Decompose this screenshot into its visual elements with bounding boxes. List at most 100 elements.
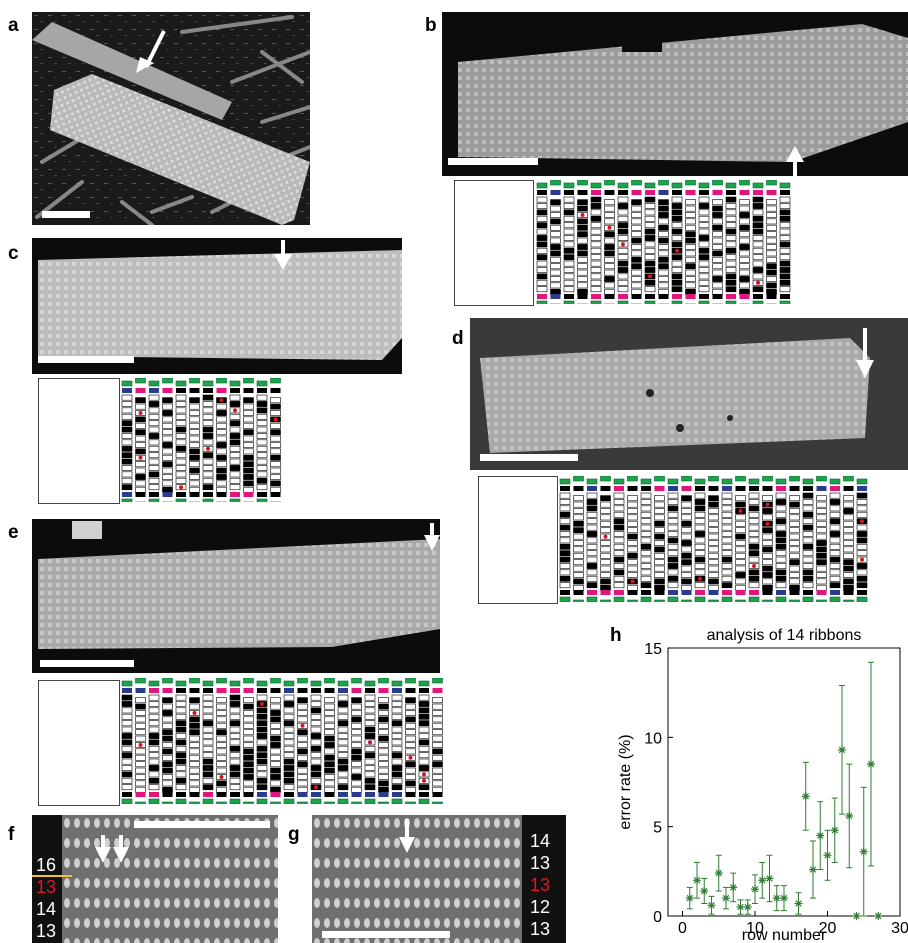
lattice-tile	[364, 713, 376, 720]
lattice-tile	[162, 461, 173, 468]
seed-tile	[176, 492, 186, 497]
lattice-tile	[270, 448, 281, 455]
lattice-tile	[202, 471, 214, 478]
lattice-tile	[640, 492, 652, 499]
lattice-tile	[283, 739, 295, 746]
lattice-tile	[752, 273, 764, 280]
seed-tile	[681, 590, 692, 595]
data-point	[838, 685, 846, 815]
lattice-tile	[766, 288, 777, 295]
seed-tile	[695, 486, 705, 491]
lattice-tile	[631, 231, 642, 238]
edge-tile	[162, 378, 173, 384]
lattice-tile	[694, 550, 706, 557]
row-label-g-4: 12	[530, 897, 551, 917]
edge-tile	[631, 180, 642, 186]
asterisk-marker	[693, 877, 701, 884]
lattice-tile	[712, 237, 723, 244]
edge-tile	[189, 801, 200, 804]
lattice-tile	[762, 559, 773, 566]
lattice-tile	[748, 511, 760, 518]
lattice-tile	[816, 520, 827, 527]
lattice-tile	[324, 729, 335, 736]
lattice-tile	[586, 582, 598, 589]
lattice-tile	[721, 556, 733, 563]
lattice-tile	[175, 713, 187, 720]
edge-tile	[627, 599, 638, 602]
edge-tile	[600, 476, 611, 482]
edge-tile	[418, 680, 430, 687]
lattice-tile	[617, 267, 629, 273]
lattice-tile	[667, 575, 679, 582]
lattice-tile	[536, 215, 548, 222]
lattice-tile	[162, 716, 173, 723]
data-point	[707, 895, 716, 915]
lattice-tile	[550, 218, 561, 225]
lattice-tile	[640, 524, 652, 531]
lattice-tile	[175, 465, 187, 471]
lattice-tile	[256, 484, 268, 491]
lattice-tile	[748, 569, 760, 576]
data-point	[830, 797, 839, 863]
lattice-tile	[590, 235, 602, 241]
lattice-tile	[148, 401, 160, 407]
lattice-tile	[617, 228, 629, 235]
lattice-tile	[135, 722, 146, 729]
asterisk-marker	[737, 903, 744, 911]
lattice-tile	[671, 215, 683, 222]
seed-tile	[189, 688, 200, 693]
seed-tile	[645, 294, 655, 299]
lattice-tile	[202, 726, 214, 733]
lattice-tile	[148, 477, 160, 484]
lattice-tile	[843, 514, 854, 521]
lattice-tile	[550, 199, 561, 206]
seed-tile	[419, 688, 429, 693]
lattice-tile	[310, 771, 322, 778]
lattice-tile	[310, 777, 322, 784]
edge-tile	[843, 476, 854, 482]
lattice-tile	[766, 205, 777, 212]
asterisk-marker	[809, 866, 817, 873]
seed-tile	[604, 190, 615, 195]
lattice-tile	[762, 578, 773, 585]
lattice-tile	[644, 209, 656, 216]
asterisk-marker	[824, 852, 831, 859]
lattice-tile	[779, 241, 791, 248]
lattice-tile	[216, 442, 227, 448]
lattice-tile	[667, 505, 679, 512]
lattice-tile	[243, 454, 254, 461]
lattice-tile	[667, 582, 679, 589]
lattice-tile	[802, 575, 814, 582]
lattice-tile	[243, 722, 254, 729]
lattice-tile	[712, 288, 723, 295]
lattice-tile	[613, 537, 625, 544]
lattice-tile	[573, 552, 584, 559]
lattice-tile	[654, 546, 665, 553]
lattice-tile	[829, 582, 841, 589]
lattice-tile	[563, 228, 575, 235]
lattice-tile	[229, 465, 241, 471]
scale-bar-a	[42, 211, 90, 218]
lattice-tile	[694, 537, 706, 544]
afm-image-a-svg	[32, 12, 310, 225]
panel-label-b: b	[425, 15, 437, 36]
lattice-tile	[604, 212, 615, 218]
edge-tile	[708, 476, 719, 482]
lattice-tile	[202, 701, 214, 707]
lattice-tile	[418, 720, 430, 727]
lattice-tile	[256, 713, 268, 720]
lattice-tile	[256, 413, 268, 420]
lattice-tile	[162, 767, 173, 774]
seed-tile	[216, 388, 227, 393]
asterisk-marker	[751, 885, 759, 893]
edge-tile	[762, 599, 773, 602]
lattice-tile	[135, 422, 146, 429]
lattice-tile	[297, 780, 308, 787]
lattice-tile	[816, 552, 827, 559]
lattice-tile	[667, 569, 679, 576]
lattice-tile	[816, 508, 827, 514]
edge-tile	[725, 182, 737, 189]
lattice-tile	[432, 786, 443, 793]
edge-tile	[644, 182, 656, 189]
lattice-tile	[829, 550, 841, 557]
